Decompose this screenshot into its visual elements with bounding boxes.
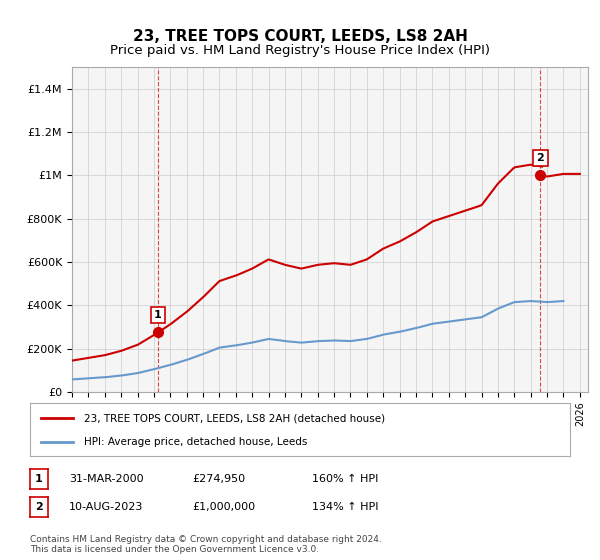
Text: Contains HM Land Registry data © Crown copyright and database right 2024.
This d: Contains HM Land Registry data © Crown c… [30,535,382,554]
Text: 134% ↑ HPI: 134% ↑ HPI [312,502,379,512]
Text: 10-AUG-2023: 10-AUG-2023 [69,502,143,512]
Text: 160% ↑ HPI: 160% ↑ HPI [312,474,379,484]
Text: 23, TREE TOPS COURT, LEEDS, LS8 2AH (detached house): 23, TREE TOPS COURT, LEEDS, LS8 2AH (det… [84,413,385,423]
Text: 23, TREE TOPS COURT, LEEDS, LS8 2AH: 23, TREE TOPS COURT, LEEDS, LS8 2AH [133,29,467,44]
Text: £274,950: £274,950 [192,474,245,484]
Text: HPI: Average price, detached house, Leeds: HPI: Average price, detached house, Leed… [84,436,307,446]
Text: 2: 2 [35,502,43,512]
Text: 31-MAR-2000: 31-MAR-2000 [69,474,143,484]
Text: 1: 1 [35,474,43,484]
Text: 1: 1 [154,310,162,320]
Text: Price paid vs. HM Land Registry's House Price Index (HPI): Price paid vs. HM Land Registry's House … [110,44,490,57]
Text: 2: 2 [536,153,544,163]
Text: £1,000,000: £1,000,000 [192,502,255,512]
